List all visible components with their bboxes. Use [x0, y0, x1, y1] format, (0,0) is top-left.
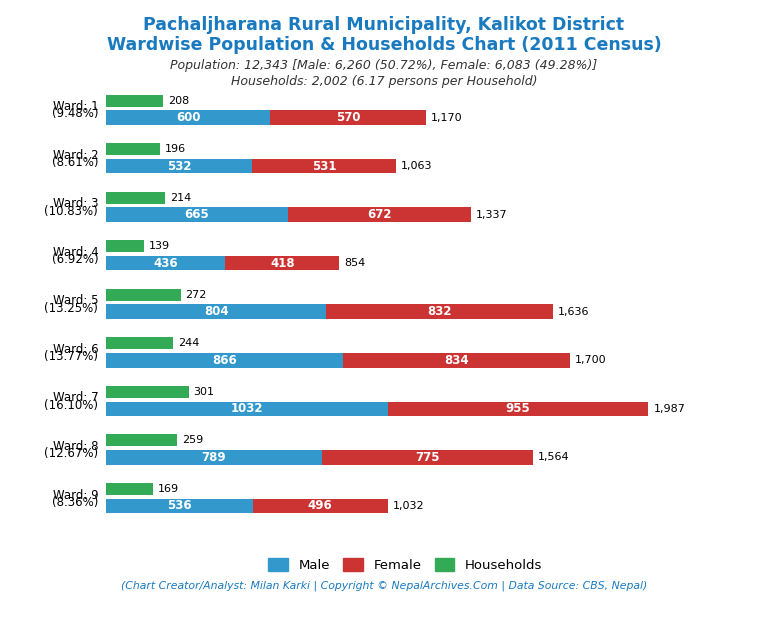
Text: Ward: 7: Ward: 7 [52, 391, 98, 404]
Text: 804: 804 [204, 305, 228, 318]
Text: (8.36%): (8.36%) [52, 496, 98, 509]
Bar [107, 450, 322, 465]
Text: 832: 832 [427, 305, 452, 318]
Text: 1,032: 1,032 [393, 501, 425, 511]
Text: 600: 600 [176, 111, 200, 124]
Text: Wardwise Population & Households Chart (2011 Census): Wardwise Population & Households Chart (… [107, 36, 661, 54]
Bar [252, 159, 396, 173]
Text: Ward: 3: Ward: 3 [53, 197, 98, 210]
Text: 169: 169 [157, 484, 178, 494]
Text: 244: 244 [178, 338, 199, 348]
Text: Ward: 4: Ward: 4 [52, 246, 98, 259]
Text: 789: 789 [202, 451, 227, 464]
Text: (Chart Creator/Analyst: Milan Karki | Copyright © NepalArchives.Com | Data Sourc: (Chart Creator/Analyst: Milan Karki | Co… [121, 581, 647, 591]
Text: 866: 866 [212, 354, 237, 367]
Text: 272: 272 [186, 290, 207, 300]
Text: Ward: 1: Ward: 1 [52, 100, 98, 113]
Bar [225, 256, 339, 270]
Text: 531: 531 [312, 159, 336, 173]
Text: 1,564: 1,564 [538, 452, 570, 462]
Text: 532: 532 [167, 159, 191, 173]
Bar [107, 159, 252, 173]
Bar [107, 386, 188, 398]
Text: (16.10%): (16.10%) [45, 399, 98, 412]
Text: 536: 536 [167, 500, 192, 513]
Bar [326, 305, 553, 319]
Text: 1,987: 1,987 [654, 404, 685, 414]
Text: 1032: 1032 [231, 402, 263, 416]
Text: (13.25%): (13.25%) [45, 302, 98, 315]
Text: 214: 214 [170, 193, 191, 202]
Bar [107, 143, 160, 155]
Text: 259: 259 [182, 435, 204, 445]
Text: 139: 139 [149, 241, 170, 251]
Bar [107, 305, 326, 319]
Text: (6.92%): (6.92%) [51, 253, 98, 266]
Bar [322, 450, 533, 465]
Bar [107, 95, 163, 107]
Text: (13.77%): (13.77%) [45, 350, 98, 363]
Text: 301: 301 [194, 387, 214, 397]
Bar [343, 353, 570, 368]
Text: Ward: 9: Ward: 9 [52, 488, 98, 502]
Bar [107, 434, 177, 447]
Text: 665: 665 [185, 208, 210, 221]
Text: 570: 570 [336, 111, 360, 124]
Text: Ward: 8: Ward: 8 [53, 440, 98, 453]
Text: (12.67%): (12.67%) [44, 447, 98, 460]
Bar [107, 288, 180, 301]
Text: 1,337: 1,337 [476, 210, 508, 220]
Text: 834: 834 [444, 354, 468, 367]
Text: (8.61%): (8.61%) [51, 156, 98, 169]
Bar [107, 353, 343, 368]
Bar [107, 337, 173, 350]
Bar [107, 256, 225, 270]
Text: Ward: 6: Ward: 6 [52, 343, 98, 356]
Bar [107, 110, 270, 125]
Text: Ward: 5: Ward: 5 [53, 294, 98, 307]
Bar [253, 498, 388, 513]
Text: 418: 418 [270, 257, 295, 270]
Text: 672: 672 [367, 208, 392, 221]
Bar [107, 192, 165, 204]
Bar [107, 483, 153, 495]
Text: 196: 196 [165, 144, 186, 154]
Bar [270, 110, 425, 125]
Text: 1,063: 1,063 [402, 161, 433, 171]
Text: 436: 436 [154, 257, 178, 270]
Text: 955: 955 [506, 402, 531, 416]
Text: (9.48%): (9.48%) [51, 107, 98, 120]
Text: Pachaljharana Rural Municipality, Kalikot District: Pachaljharana Rural Municipality, Kaliko… [144, 16, 624, 34]
Bar [107, 498, 253, 513]
Text: Households: 2,002 (6.17 persons per Household): Households: 2,002 (6.17 persons per Hous… [230, 75, 538, 88]
Bar [288, 207, 471, 222]
Bar [388, 402, 648, 416]
Text: 496: 496 [308, 500, 333, 513]
Text: Ward: 2: Ward: 2 [52, 149, 98, 162]
Text: 854: 854 [344, 258, 366, 269]
Bar [107, 240, 144, 252]
Text: 775: 775 [415, 451, 439, 464]
Bar [107, 402, 388, 416]
Legend: Male, Female, Households: Male, Female, Households [263, 553, 548, 578]
Text: Population: 12,343 [Male: 6,260 (50.72%), Female: 6,083 (49.28%)]: Population: 12,343 [Male: 6,260 (50.72%)… [170, 59, 598, 72]
Text: 1,700: 1,700 [575, 355, 607, 365]
Bar [107, 207, 288, 222]
Text: 208: 208 [168, 95, 189, 105]
Text: 1,636: 1,636 [558, 307, 589, 316]
Text: 1,170: 1,170 [431, 113, 462, 123]
Text: (10.83%): (10.83%) [45, 204, 98, 217]
